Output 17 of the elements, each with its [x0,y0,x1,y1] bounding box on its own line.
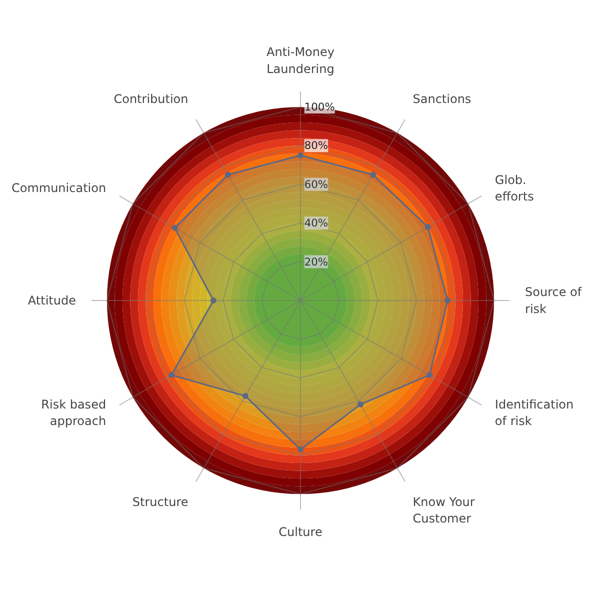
spoke-label: Contribution [114,92,188,106]
spoke-label: Attitude [28,294,76,308]
spoke-label: Know Your Customer [412,494,475,526]
spoke-label: Anti-Money Laundering [266,45,334,76]
spoke-label: Glob. efforts [494,172,534,204]
y-tick-label: 60% [304,178,328,191]
y-tick-label: 20% [304,255,328,268]
spoke-label: Sanctions [412,92,472,106]
spoke-label: Source of risk [525,285,582,316]
spoke-label: Structure [132,494,188,509]
y-tick-label: 100% [304,100,335,114]
y-tick-label: 40% [304,216,328,230]
spoke-label: Identification of risk [494,397,574,428]
spoke-label: Risk based approach [41,397,106,428]
spoke-label: Culture [278,525,322,540]
y-tick-label: 80% [304,139,328,152]
spoke-label: Communication [11,181,106,196]
